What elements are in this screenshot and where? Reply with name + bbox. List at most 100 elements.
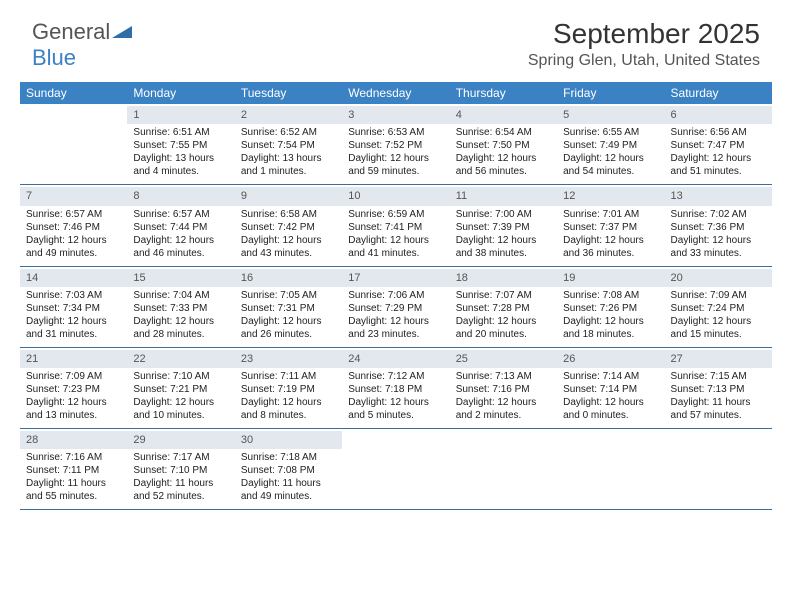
sunset-text: Sunset: 7:13 PM xyxy=(671,383,766,396)
day-number: 12 xyxy=(557,187,664,205)
day-number: 1 xyxy=(127,106,234,124)
day-number: 10 xyxy=(342,187,449,205)
day-cell: 19 Sunrise: 7:08 AMSunset: 7:26 PMDayligh… xyxy=(557,267,664,347)
sunset-text: Sunset: 7:10 PM xyxy=(133,464,228,477)
day-number: 8 xyxy=(127,187,234,205)
sunrise-text: Sunrise: 6:51 AM xyxy=(133,126,228,139)
day-cell: 9Sunrise: 6:58 AMSunset: 7:42 PMDaylight… xyxy=(235,185,342,265)
sunrise-text: Sunrise: 7:04 AM xyxy=(133,289,228,302)
day-details: Sunrise: 7:15 AMSunset: 7:13 PMDaylight:… xyxy=(671,370,766,422)
sunset-text: Sunset: 7:16 PM xyxy=(456,383,551,396)
sunset-text: Sunset: 7:44 PM xyxy=(133,221,228,234)
sunrise-text: Sunrise: 6:57 AM xyxy=(133,208,228,221)
sunset-text: Sunset: 7:11 PM xyxy=(26,464,121,477)
sunrise-text: Sunrise: 7:01 AM xyxy=(563,208,658,221)
weekday-header-row: SundayMondayTuesdayWednesdayThursdayFrid… xyxy=(20,82,772,104)
day-cell: 25Sunrise: 7:13 AMSunset: 7:16 PMDayligh… xyxy=(450,348,557,428)
sunrise-text: Sunrise: 6:56 AM xyxy=(671,126,766,139)
day-details: Sunrise: 7:04 AMSunset: 7:33 PMDaylight:… xyxy=(133,289,228,341)
day-number: 19 xyxy=(557,269,664,287)
day-details: Sunrise: 6:52 AMSunset: 7:54 PMDaylight:… xyxy=(241,126,336,178)
day-details: Sunrise: 6:54 AMSunset: 7:50 PMDaylight:… xyxy=(456,126,551,178)
daylight-text: Daylight: 12 hours and 0 minutes. xyxy=(563,396,658,422)
day-cell: 17Sunrise: 7:06 AMSunset: 7:29 PMDayligh… xyxy=(342,267,449,347)
day-cell: 8 Sunrise: 6:57 AMSunset: 7:44 PMDaylight… xyxy=(127,185,234,265)
day-number: 16 xyxy=(235,269,342,287)
day-number: 13 xyxy=(665,187,772,205)
day-cell: 23Sunrise: 7:11 AMSunset: 7:19 PMDayligh… xyxy=(235,348,342,428)
sunrise-text: Sunrise: 7:17 AM xyxy=(133,451,228,464)
day-cell: 21Sunrise: 7:09 AMSunset: 7:23 PMDayligh… xyxy=(20,348,127,428)
day-cell: 16 Sunrise: 7:05 AMSunset: 7:31 PMDayligh… xyxy=(235,267,342,347)
logo-triangle-icon xyxy=(112,18,132,44)
sunrise-text: Sunrise: 7:11 AM xyxy=(241,370,336,383)
day-details: Sunrise: 7:17 AMSunset: 7:10 PMDaylight:… xyxy=(133,451,228,503)
day-details: Sunrise: 7:08 AMSunset: 7:26 PMDaylight:… xyxy=(563,289,658,341)
weekday-header: Sunday xyxy=(20,82,127,104)
daylight-text: Daylight: 12 hours and 43 minutes. xyxy=(241,234,336,260)
day-details: Sunrise: 7:02 AMSunset: 7:36 PMDaylight:… xyxy=(671,208,766,260)
week-row: 14Sunrise: 7:03 AMSunset: 7:34 PMDayligh… xyxy=(20,267,772,348)
sunset-text: Sunset: 7:19 PM xyxy=(241,383,336,396)
daylight-text: Daylight: 12 hours and 56 minutes. xyxy=(456,152,551,178)
sunrise-text: Sunrise: 7:14 AM xyxy=(563,370,658,383)
daylight-text: Daylight: 12 hours and 31 minutes. xyxy=(26,315,121,341)
day-number: 6 xyxy=(665,106,772,124)
daylight-text: Daylight: 12 hours and 23 minutes. xyxy=(348,315,443,341)
daylight-text: Daylight: 12 hours and 2 minutes. xyxy=(456,396,551,422)
daylight-text: Daylight: 11 hours and 52 minutes. xyxy=(133,477,228,503)
day-details: Sunrise: 6:55 AMSunset: 7:49 PMDaylight:… xyxy=(563,126,658,178)
day-cell: 1Sunrise: 6:51 AMSunset: 7:55 PMDaylight… xyxy=(127,104,234,184)
sunset-text: Sunset: 7:14 PM xyxy=(563,383,658,396)
day-cell: 11Sunrise: 7:00 AMSunset: 7:39 PMDayligh… xyxy=(450,185,557,265)
daylight-text: Daylight: 11 hours and 57 minutes. xyxy=(671,396,766,422)
logo-text-1: General xyxy=(32,19,110,44)
daylight-text: Daylight: 12 hours and 38 minutes. xyxy=(456,234,551,260)
sunset-text: Sunset: 7:47 PM xyxy=(671,139,766,152)
sunset-text: Sunset: 7:41 PM xyxy=(348,221,443,234)
sunrise-text: Sunrise: 6:59 AM xyxy=(348,208,443,221)
sunset-text: Sunset: 7:08 PM xyxy=(241,464,336,477)
daylight-text: Daylight: 12 hours and 41 minutes. xyxy=(348,234,443,260)
day-number: 26 xyxy=(557,350,664,368)
daylight-text: Daylight: 12 hours and 13 minutes. xyxy=(26,396,121,422)
calendar: SundayMondayTuesdayWednesdayThursdayFrid… xyxy=(20,82,772,510)
sunrise-text: Sunrise: 7:16 AM xyxy=(26,451,121,464)
sunrise-text: Sunrise: 6:52 AM xyxy=(241,126,336,139)
sunset-text: Sunset: 7:21 PM xyxy=(133,383,228,396)
day-cell: 13 Sunrise: 7:02 AMSunset: 7:36 PMDayligh… xyxy=(665,185,772,265)
day-cell: 26 Sunrise: 7:14 AMSunset: 7:14 PMDayligh… xyxy=(557,348,664,428)
sunrise-text: Sunrise: 7:07 AM xyxy=(456,289,551,302)
day-cell: 0 xyxy=(450,429,557,509)
daylight-text: Daylight: 13 hours and 4 minutes. xyxy=(133,152,228,178)
day-details: Sunrise: 7:05 AMSunset: 7:31 PMDaylight:… xyxy=(241,289,336,341)
weekday-header: Tuesday xyxy=(235,82,342,104)
sunset-text: Sunset: 7:34 PM xyxy=(26,302,121,315)
day-cell: 22Sunrise: 7:10 AMSunset: 7:21 PMDayligh… xyxy=(127,348,234,428)
day-details: Sunrise: 6:57 AMSunset: 7:44 PMDaylight:… xyxy=(133,208,228,260)
day-cell: 14Sunrise: 7:03 AMSunset: 7:34 PMDayligh… xyxy=(20,267,127,347)
day-details: Sunrise: 7:06 AMSunset: 7:29 PMDaylight:… xyxy=(348,289,443,341)
sunset-text: Sunset: 7:29 PM xyxy=(348,302,443,315)
week-row: 7Sunrise: 6:57 AMSunset: 7:46 PMDaylight… xyxy=(20,185,772,266)
weekday-header: Saturday xyxy=(665,82,772,104)
day-number: 9 xyxy=(235,187,342,205)
sunrise-text: Sunrise: 7:18 AM xyxy=(241,451,336,464)
day-cell: 28Sunrise: 7:16 AMSunset: 7:11 PMDayligh… xyxy=(20,429,127,509)
weekday-header: Monday xyxy=(127,82,234,104)
location-label: Spring Glen, Utah, United States xyxy=(528,52,760,70)
daylight-text: Daylight: 12 hours and 54 minutes. xyxy=(563,152,658,178)
day-number: 2 xyxy=(235,106,342,124)
sunset-text: Sunset: 7:46 PM xyxy=(26,221,121,234)
daylight-text: Daylight: 12 hours and 10 minutes. xyxy=(133,396,228,422)
day-number: 23 xyxy=(235,350,342,368)
day-cell: 3Sunrise: 6:53 AMSunset: 7:52 PMDaylight… xyxy=(342,104,449,184)
day-cell: 5 Sunrise: 6:55 AMSunset: 7:49 PMDaylight… xyxy=(557,104,664,184)
sunrise-text: Sunrise: 7:09 AM xyxy=(26,370,121,383)
day-number: 18 xyxy=(450,269,557,287)
sunrise-text: Sunrise: 7:15 AM xyxy=(671,370,766,383)
day-number: 5 xyxy=(557,106,664,124)
day-number: 3 xyxy=(342,106,449,124)
day-cell: 12Sunrise: 7:01 AMSunset: 7:37 PMDayligh… xyxy=(557,185,664,265)
sunset-text: Sunset: 7:24 PM xyxy=(671,302,766,315)
